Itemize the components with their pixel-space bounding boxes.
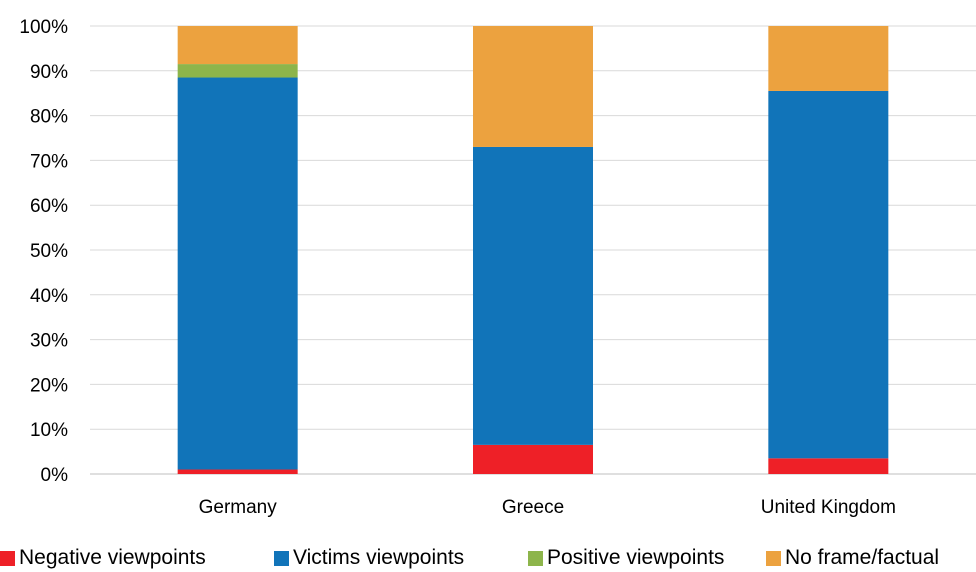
bar-segment: [473, 444, 593, 474]
legend-swatch: [274, 550, 289, 566]
y-tick-label: 0%: [41, 465, 69, 486]
legend-item: No frame/factual: [766, 546, 939, 570]
legend-label: Positive viewpoints: [547, 546, 725, 569]
bar-segment: [768, 26, 889, 91]
y-tick-label: 30%: [30, 331, 68, 352]
y-tick-label: 90%: [30, 62, 68, 83]
legend-label: No frame/factual: [785, 546, 940, 569]
stacked-bar-chart: 0% 10% 20% 30% 40% 50% 60% 70% 80% 90% 100% German…: [19, 17, 976, 518]
bar-segment: [768, 90, 889, 459]
legend-swatch: [0, 550, 15, 566]
y-tick-label: 100%: [19, 17, 68, 38]
y-tick-label: 40%: [30, 286, 68, 307]
x-tick-label: Greece: [502, 497, 564, 518]
y-tick-label: 10%: [30, 420, 68, 441]
x-tick-label: Germany: [199, 497, 278, 518]
bars: [177, 26, 889, 474]
bar-segment: [177, 77, 298, 470]
legend-swatch: [766, 550, 781, 566]
y-tick-label: 70%: [30, 151, 68, 172]
x-tick-label: United Kingdom: [761, 497, 896, 518]
legend-item: Negative viewpoints: [0, 546, 206, 570]
x-axis: Germany Greece United Kingdom: [199, 497, 896, 518]
legend: Negative viewpoints Victims viewpoints Pos…: [0, 546, 976, 572]
legend-label: Victims viewpoints: [293, 546, 465, 569]
bar-segment: [177, 64, 298, 78]
y-axis: 0% 10% 20% 30% 40% 50% 60% 70% 80% 90% 100%: [19, 17, 68, 486]
legend-swatch: [528, 550, 543, 566]
bar-segment: [768, 458, 889, 474]
legend-item: Victims viewpoints: [274, 546, 464, 570]
y-tick-label: 80%: [30, 107, 68, 128]
y-tick-label: 20%: [30, 375, 68, 396]
legend-label: Negative viewpoints: [19, 546, 206, 569]
y-tick-label: 60%: [30, 196, 68, 217]
bar-segment: [177, 26, 298, 65]
bar-segment: [473, 26, 593, 147]
bar-segment: [473, 146, 593, 445]
legend-item: Positive viewpoints: [528, 546, 724, 570]
y-tick-label: 50%: [30, 241, 68, 262]
bar-segment: [177, 469, 298, 474]
